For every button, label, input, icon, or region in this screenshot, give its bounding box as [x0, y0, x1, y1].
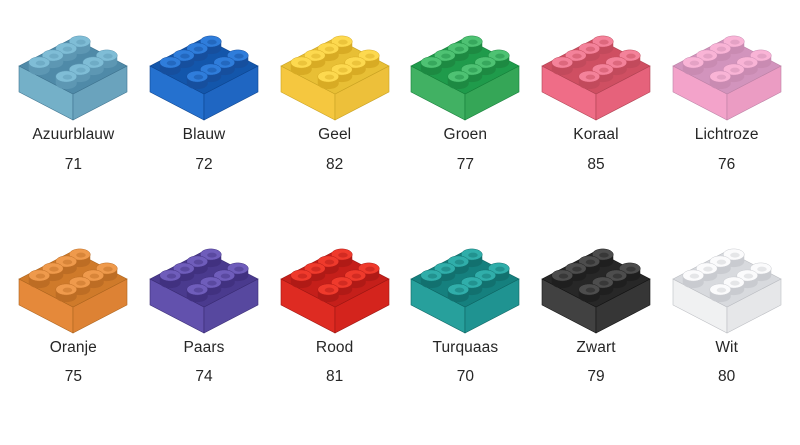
lego-brick-lichtroze: [665, 14, 789, 121]
brick-cell: Zwart 79: [531, 227, 662, 440]
brick-icon: [18, 35, 128, 121]
brick-cell: Blauw 72: [139, 14, 270, 227]
brick-icon: [280, 248, 390, 333]
brick-color-number: 72: [195, 155, 213, 173]
brick-cell: Groen 77: [400, 14, 531, 227]
brick-icon: [410, 35, 520, 121]
brick-cell: Koraal 85: [531, 14, 662, 227]
brick-cell: Oranje 75: [8, 227, 139, 440]
brick-color-name: Blauw: [182, 126, 226, 143]
brick-color-name: Lichtroze: [694, 126, 759, 143]
brick-color-number: 81: [326, 368, 344, 386]
brick-color-name: Azuurblauw: [32, 126, 115, 143]
lego-brick-groen: [403, 14, 527, 121]
brick-color-name: Groen: [443, 126, 488, 143]
brick-icon: [672, 35, 782, 121]
lego-brick-oranje: [11, 227, 135, 333]
brick-color-name: Oranje: [49, 338, 97, 356]
brick-icon: [541, 248, 651, 333]
brick-color-number: 70: [456, 368, 474, 386]
brick-icon: [149, 248, 259, 333]
lego-brick-blauw: [142, 14, 266, 121]
brick-icon: [149, 35, 259, 121]
brick-color-name: Geel: [318, 126, 352, 143]
brick-icon: [18, 248, 128, 333]
lego-brick-paars: [142, 227, 266, 333]
brick-color-name: Paars: [183, 338, 225, 356]
brick-color-name: Zwart: [576, 338, 616, 356]
lego-brick-turquaas: [403, 227, 527, 333]
brick-color-number: 80: [718, 368, 736, 386]
brick-icon: [410, 248, 520, 333]
lego-brick-wit: [665, 227, 789, 333]
lego-brick-rood: [273, 227, 397, 333]
brick-color-number: 74: [195, 368, 213, 386]
brick-icon: [541, 35, 651, 121]
brick-color-number: 71: [64, 155, 82, 173]
brick-color-name: Rood: [315, 338, 354, 356]
brick-cell: Wit 80: [661, 227, 792, 440]
lego-brick-zwart: [534, 227, 658, 333]
brick-cell: Lichtroze 76: [661, 14, 792, 227]
brick-color-name: Wit: [715, 338, 738, 356]
brick-color-number: 77: [456, 155, 474, 173]
brick-color-number: 82: [326, 155, 344, 173]
brick-cell: Paars 74: [139, 227, 270, 440]
brick-icon: [672, 248, 782, 333]
brick-color-name: Turquaas: [432, 338, 499, 356]
brick-color-number: 75: [64, 368, 82, 386]
brick-icon: [280, 35, 390, 121]
brick-cell: Azuurblauw 71: [8, 14, 139, 227]
brick-color-number: 76: [718, 155, 736, 173]
brick-color-number: 79: [587, 368, 605, 386]
brick-color-name: Koraal: [573, 126, 619, 143]
brick-color-number: 85: [587, 155, 605, 173]
lego-brick-koraal: [534, 14, 658, 121]
lego-brick-geel: [273, 14, 397, 121]
lego-brick-azuurblauw: [11, 14, 135, 121]
brick-cell: Turquaas 70: [400, 227, 531, 440]
brick-cell: Geel 82: [269, 14, 400, 227]
brick-cell: Rood 81: [269, 227, 400, 440]
